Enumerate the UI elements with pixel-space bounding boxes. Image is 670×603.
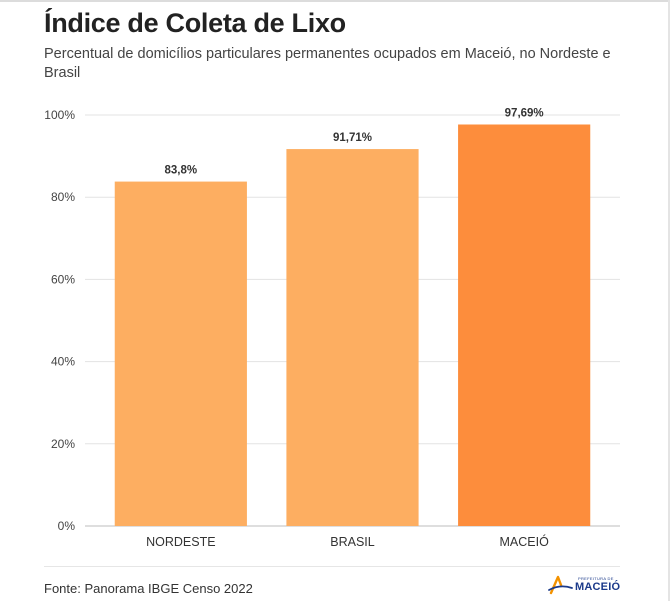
y-tick-label: 40% [51,355,75,369]
bar-chart: 0% 20% 40% 60% 80% 100% 83,8% NORDESTE 91,71% BRA… [44,107,620,549]
source-note: Fonte: Panorama IBGE Censo 2022 [44,581,253,596]
right-border [668,0,670,601]
prefeitura-maceio-logo: PREFEITURA DE MACEIÓ [548,572,628,598]
y-tick-label: 60% [51,272,75,286]
chart-title: Índice de Coleta de Lixo [44,8,346,38]
y-tick-label: 100% [44,108,75,122]
data-label: 97,69% [505,107,544,119]
bar [286,149,419,526]
y-tick-label: 0% [58,519,76,533]
bar [458,124,591,526]
logo-mark-icon [548,575,573,595]
x-tick-label: MACEIÓ [500,534,550,549]
data-label: 83,8% [165,165,198,177]
y-tick-label: 20% [51,437,75,451]
x-tick-label: NORDESTE [146,535,215,549]
data-label: 91,71% [333,132,372,144]
x-tick-label: BRASIL [330,535,375,549]
logo-main-text: MACEIÓ [575,581,621,593]
logo-small-text: PREFEITURA DE [578,576,614,581]
chart-subtitle: Percentual de domicílios particulares pe… [44,46,611,81]
bar [114,181,247,526]
top-border [0,0,670,2]
y-tick-label: 80% [51,190,75,204]
footer-divider [44,566,620,567]
